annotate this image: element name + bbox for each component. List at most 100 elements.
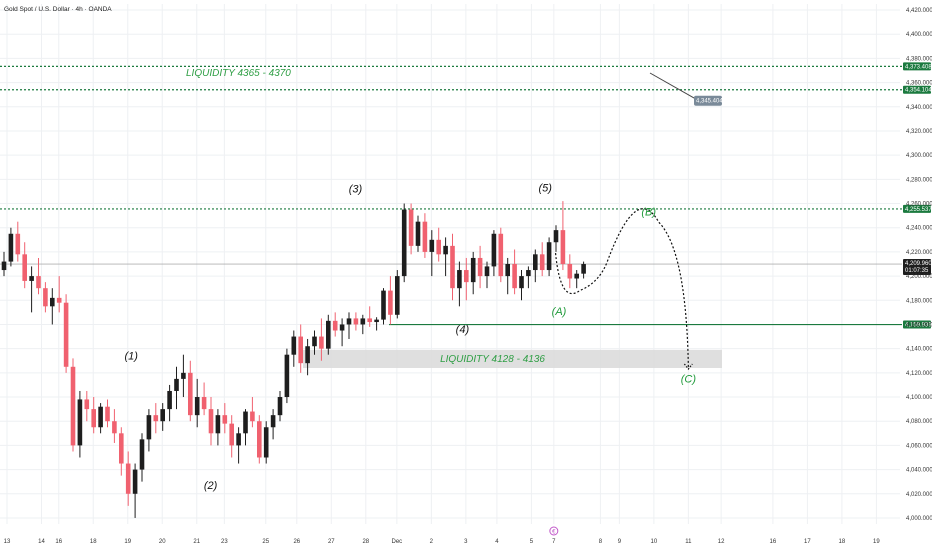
date-tick-label: 17 [804,539,811,545]
candle-body [250,411,255,422]
candle-body [22,254,27,281]
date-tick-label: 16 [770,539,777,545]
price-tick-label: 4,140.000 [906,347,932,353]
date-tick-label: 18 [90,539,97,545]
candle [188,360,193,422]
candle [139,433,145,482]
candle [167,384,172,422]
candle-body [450,245,455,289]
candle-body [457,270,462,289]
candle [512,249,517,295]
price-axis[interactable]: 4,000.000 4,020.000 4,040.000 4,060.000 4,08… [906,8,932,522]
level-price-label: 4,255.537 [905,207,932,213]
candle-body [367,318,372,323]
candle [284,348,290,404]
candle [332,312,338,337]
level-price-label: 4,373.408 [905,64,932,70]
date-tick-label: 3 [464,539,468,545]
candle [443,237,448,277]
wave-label: (4) [456,324,470,336]
candle [388,276,393,325]
candle-body [29,276,34,281]
candle-body [174,378,179,391]
level-price-tag [903,85,931,94]
price-tick-label: 4,320.000 [906,129,932,135]
candle [98,403,103,434]
candle-body [464,270,469,283]
price-tick-label: 4,300.000 [906,153,932,159]
candle [63,294,69,373]
price-tick-label: 4,340.000 [906,105,932,111]
candles-layer [1,201,586,518]
candle-body [236,433,241,446]
candle-body [84,399,90,410]
candle-body [91,409,96,428]
wave-label: (2) [204,480,218,492]
candle [50,288,55,325]
date-tick-label: 23 [221,539,228,545]
liquidity-zone [303,349,722,368]
candle-body [346,318,352,325]
candle [1,251,7,277]
price-tick-label: 4,000.000 [906,516,932,522]
candle-body [77,399,83,446]
candle-body [436,239,441,255]
candle [29,266,34,313]
date-tick-label: 5 [530,539,534,545]
candle-body [270,415,276,428]
candle-body [443,245,448,255]
price-tick-label: 4,200.000 [906,274,932,280]
candle-body [229,423,234,446]
candle-body [539,254,545,271]
candle-body [63,302,69,367]
candle-body [160,409,165,422]
candle-body [201,397,207,410]
candle [77,390,83,458]
candle [56,276,62,313]
candle [422,213,428,258]
date-tick-label: 4 [495,539,499,545]
candle [519,270,524,301]
date-tick-label: 16 [55,539,62,545]
candle-body [277,397,283,416]
candle [533,249,538,283]
candle [270,409,276,440]
economic-event-marker[interactable] [549,526,559,536]
candle-body [139,439,145,470]
time-axis[interactable]: 13 14 16 18 19 20 21 23 25 26 27 28 Dec 2 3 4 5 7 8 9 10 11 12… [4,539,881,545]
candle-body [484,266,490,277]
candle [546,237,552,277]
candle [450,233,455,301]
date-tick-label: 2 [430,539,434,545]
candle [326,314,331,355]
candle [160,403,165,431]
candle [174,366,179,410]
price-tick-label: 4,060.000 [906,443,932,449]
candle [498,227,504,283]
date-tick-label: 27 [328,539,335,545]
candle-body [360,318,366,325]
candle-body [215,415,221,434]
economic-event-icon: € [552,530,556,536]
candle-body [422,221,428,252]
support-price-tag [903,320,931,329]
candle [312,330,317,355]
price-tick-label: 4,220.000 [906,250,932,256]
candle [415,215,421,252]
candle [477,245,483,289]
candle [560,201,566,271]
date-tick-label: Dec [392,539,403,545]
candle-body [222,415,228,424]
candle-body [339,324,345,331]
candle [208,397,214,446]
candle [277,390,283,422]
candle-body [188,372,193,416]
candle [291,330,297,367]
candle-body [208,409,214,434]
candle-body [560,230,566,264]
candle-body [415,221,421,246]
candle [395,270,400,319]
candle-body [112,421,117,434]
